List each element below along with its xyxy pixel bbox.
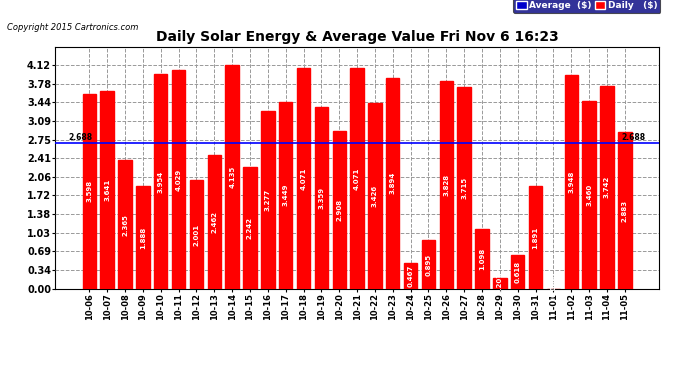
Bar xyxy=(136,186,150,289)
Text: Copyright 2015 Cartronics.com: Copyright 2015 Cartronics.com xyxy=(7,22,138,32)
Text: 3.426: 3.426 xyxy=(372,185,378,207)
Bar xyxy=(119,160,132,289)
Text: 2.688: 2.688 xyxy=(622,133,646,142)
Text: 3.948: 3.948 xyxy=(569,171,574,193)
Bar xyxy=(511,255,524,289)
Bar xyxy=(101,91,114,289)
Text: 3.641: 3.641 xyxy=(104,179,110,201)
Text: 1.891: 1.891 xyxy=(533,226,539,249)
Text: 0.207: 0.207 xyxy=(497,272,503,294)
Bar xyxy=(244,167,257,289)
Text: 3.742: 3.742 xyxy=(604,176,610,198)
Bar xyxy=(404,263,417,289)
Text: 4.071: 4.071 xyxy=(354,167,360,189)
Bar xyxy=(190,180,203,289)
Bar xyxy=(208,155,221,289)
Text: 4.135: 4.135 xyxy=(229,165,235,188)
Legend: Average  ($), Daily   ($): Average ($), Daily ($) xyxy=(513,0,660,13)
Text: 3.954: 3.954 xyxy=(158,170,164,193)
Text: 3.277: 3.277 xyxy=(265,189,271,211)
Text: 4.071: 4.071 xyxy=(301,167,306,189)
Text: 3.828: 3.828 xyxy=(443,174,449,196)
Bar xyxy=(261,111,275,289)
Bar xyxy=(386,78,400,289)
Bar xyxy=(582,101,595,289)
Text: 3.715: 3.715 xyxy=(461,177,467,199)
Bar xyxy=(368,103,382,289)
Bar xyxy=(529,186,542,289)
Bar xyxy=(315,106,328,289)
Bar xyxy=(297,68,310,289)
Text: 2.365: 2.365 xyxy=(122,214,128,236)
Bar xyxy=(422,240,435,289)
Text: 1.888: 1.888 xyxy=(140,226,146,249)
Text: 4.029: 4.029 xyxy=(175,168,181,190)
Text: 0.895: 0.895 xyxy=(426,254,431,276)
Text: 0.618: 0.618 xyxy=(515,261,521,283)
Text: 2.462: 2.462 xyxy=(211,211,217,233)
Bar xyxy=(154,74,168,289)
Text: 3.894: 3.894 xyxy=(390,172,396,194)
Text: 2.001: 2.001 xyxy=(193,224,199,246)
Bar xyxy=(564,75,578,289)
Text: 3.598: 3.598 xyxy=(86,180,92,202)
Bar xyxy=(279,102,293,289)
Text: 3.460: 3.460 xyxy=(586,184,592,206)
Text: 1.098: 1.098 xyxy=(479,248,485,270)
Bar xyxy=(83,94,96,289)
Bar xyxy=(493,278,506,289)
Text: 0.000: 0.000 xyxy=(551,275,556,297)
Text: 3.449: 3.449 xyxy=(283,184,288,207)
Bar xyxy=(457,87,471,289)
Title: Daily Solar Energy & Average Value Fri Nov 6 16:23: Daily Solar Energy & Average Value Fri N… xyxy=(156,30,558,44)
Bar xyxy=(475,229,489,289)
Text: 2.908: 2.908 xyxy=(336,199,342,221)
Bar xyxy=(333,131,346,289)
Bar xyxy=(600,86,613,289)
Text: 2.242: 2.242 xyxy=(247,217,253,239)
Bar xyxy=(618,132,631,289)
Bar xyxy=(440,81,453,289)
Bar xyxy=(351,68,364,289)
Bar xyxy=(172,70,186,289)
Text: 2.883: 2.883 xyxy=(622,200,628,222)
Text: 3.359: 3.359 xyxy=(318,187,324,209)
Text: 0.467: 0.467 xyxy=(408,265,413,287)
Bar xyxy=(226,64,239,289)
Text: 2.688: 2.688 xyxy=(68,133,92,142)
